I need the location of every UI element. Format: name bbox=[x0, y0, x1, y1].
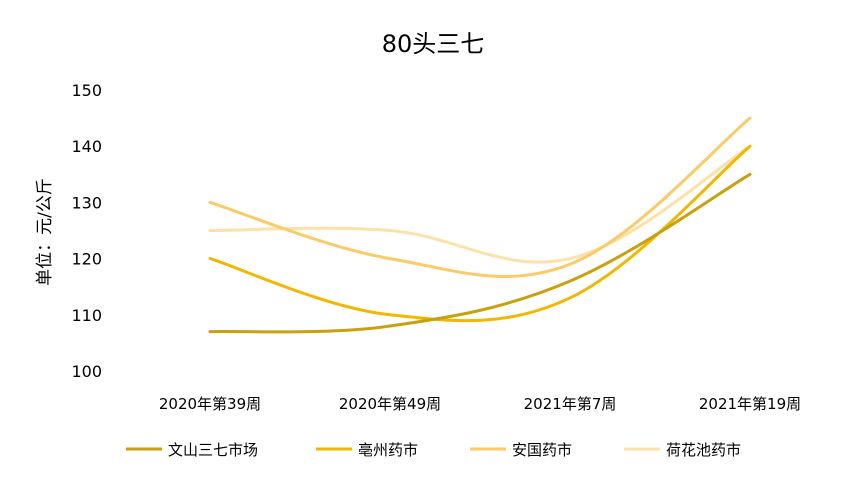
x-tick-label: 2020年第39周 bbox=[159, 395, 261, 413]
legend: 文山三七市场 亳州药市 安国药市 荷花池药市 bbox=[126, 441, 741, 459]
series-lines bbox=[208, 116, 752, 334]
y-tick-label: 100 bbox=[71, 362, 102, 381]
y-axis-ticks: 100 110 120 130 140 150 bbox=[71, 81, 102, 381]
x-axis-ticks: 2020年第39周 2020年第49周 2021年第7周 2021年第19周 bbox=[159, 395, 801, 413]
series-line-1 bbox=[208, 144, 752, 323]
y-tick-label: 130 bbox=[71, 193, 102, 212]
series-line-3 bbox=[208, 144, 752, 264]
y-tick-label: 120 bbox=[71, 250, 102, 269]
y-tick-label: 140 bbox=[71, 137, 102, 156]
legend-label: 文山三七市场 bbox=[168, 441, 258, 459]
legend-label: 荷花池药市 bbox=[666, 441, 741, 459]
y-tick-label: 150 bbox=[71, 81, 102, 100]
y-axis-label: 单位：元/公斤 bbox=[35, 178, 55, 286]
chart-title: 80头三七 bbox=[382, 30, 485, 58]
x-tick-label: 2021年第19周 bbox=[699, 395, 801, 413]
x-tick-label: 2021年第7周 bbox=[524, 395, 617, 413]
x-tick-label: 2020年第49周 bbox=[339, 395, 441, 413]
legend-label: 安国药市 bbox=[512, 441, 572, 459]
y-tick-label: 110 bbox=[71, 306, 102, 325]
series-line-0 bbox=[208, 172, 752, 334]
legend-label: 亳州药市 bbox=[358, 441, 418, 459]
series-line-2 bbox=[208, 116, 752, 279]
